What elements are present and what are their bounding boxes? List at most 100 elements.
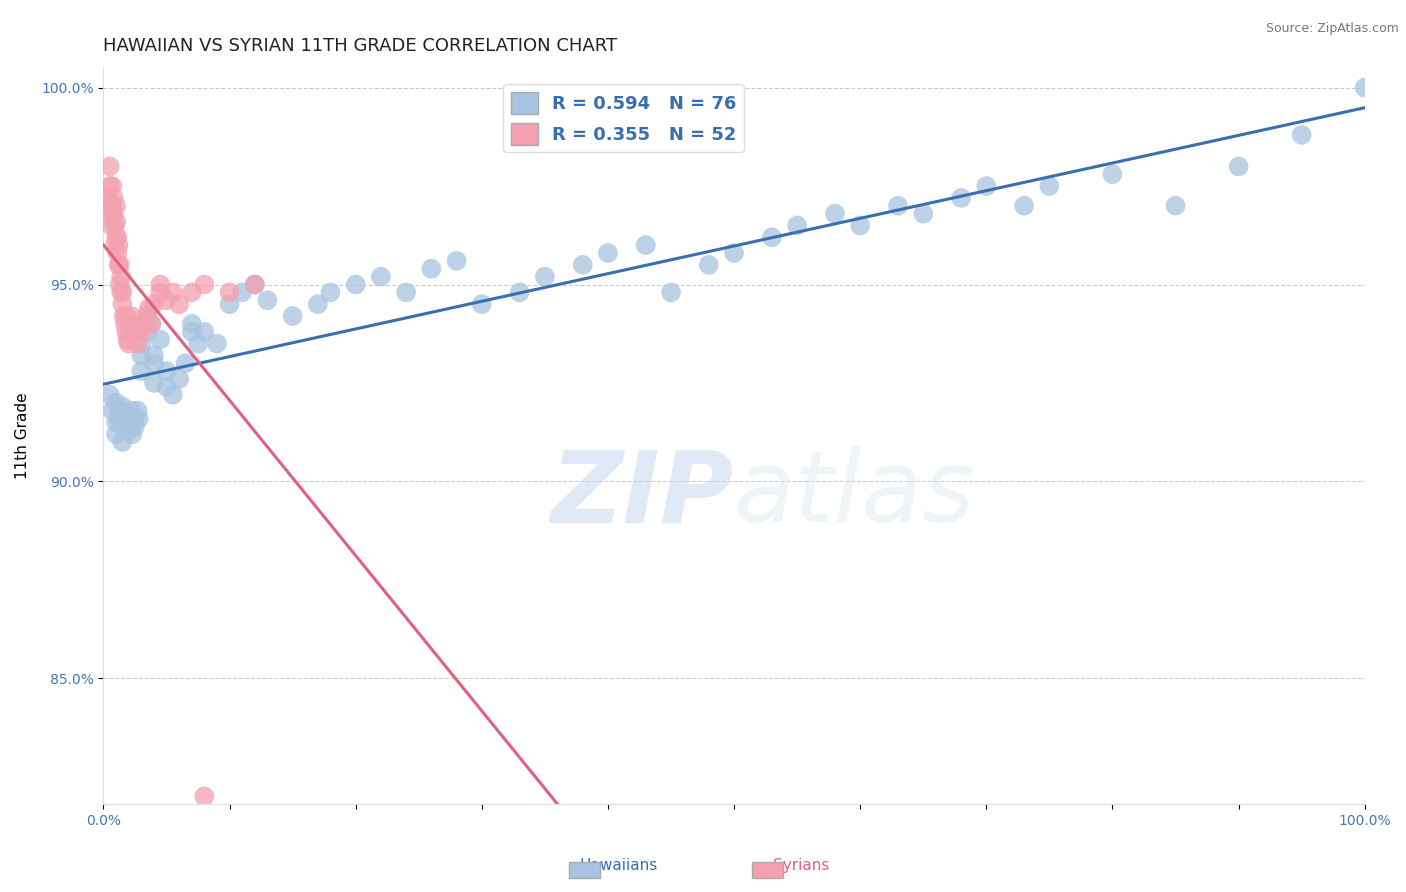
Point <box>118 423 141 437</box>
Point <box>97 191 120 205</box>
Point <box>105 246 128 260</box>
Point <box>243 277 266 292</box>
Point <box>115 411 138 425</box>
Point <box>122 317 145 331</box>
Point <box>124 411 146 425</box>
Point <box>950 191 973 205</box>
Point <box>180 285 202 300</box>
Point <box>534 269 557 284</box>
Point <box>205 336 228 351</box>
Point <box>127 336 149 351</box>
Text: Source: ZipAtlas.com: Source: ZipAtlas.com <box>1265 22 1399 36</box>
Point <box>120 403 142 417</box>
Point <box>100 219 122 233</box>
Point <box>136 309 159 323</box>
Text: atlas: atlas <box>734 447 976 543</box>
Point <box>98 388 121 402</box>
Point <box>129 348 152 362</box>
Point <box>141 317 163 331</box>
Point <box>105 230 128 244</box>
Point <box>887 199 910 213</box>
Point <box>120 325 142 339</box>
Point <box>1291 128 1313 142</box>
Point <box>281 309 304 323</box>
Point <box>110 269 132 284</box>
Point <box>162 285 184 300</box>
Point <box>128 411 150 425</box>
Point <box>142 297 165 311</box>
Point <box>129 336 152 351</box>
Point <box>101 199 124 213</box>
Point <box>135 309 157 323</box>
Point <box>98 160 121 174</box>
Text: Hawaiians: Hawaiians <box>579 858 658 872</box>
Point <box>115 309 138 323</box>
Point <box>256 293 278 308</box>
Point <box>111 285 134 300</box>
Point <box>167 372 190 386</box>
Point <box>697 258 720 272</box>
Point <box>107 411 129 425</box>
Point <box>98 179 121 194</box>
Point <box>446 253 468 268</box>
Point <box>96 207 118 221</box>
Point <box>174 356 197 370</box>
Point <box>231 285 253 300</box>
Point <box>142 376 165 390</box>
Point <box>912 207 935 221</box>
Point <box>1354 80 1376 95</box>
Point <box>110 285 132 300</box>
Point <box>824 207 846 221</box>
Point <box>111 411 134 425</box>
Point <box>117 333 139 347</box>
Point <box>471 297 494 311</box>
Point <box>659 285 682 300</box>
Point <box>370 269 392 284</box>
Point <box>107 238 129 252</box>
Point <box>103 191 125 205</box>
Point <box>976 179 998 194</box>
Point <box>120 309 142 323</box>
Point <box>395 285 418 300</box>
Point <box>101 403 124 417</box>
Point <box>180 317 202 331</box>
Point <box>111 400 134 414</box>
Point <box>142 356 165 370</box>
Point <box>121 427 143 442</box>
Point <box>571 258 593 272</box>
Point <box>111 297 134 311</box>
Point <box>149 333 172 347</box>
Point <box>849 219 872 233</box>
Point <box>115 325 138 339</box>
Point <box>105 230 128 244</box>
Point <box>129 364 152 378</box>
Point <box>105 395 128 409</box>
Point <box>149 285 172 300</box>
Point <box>128 317 150 331</box>
Point <box>118 411 141 425</box>
Point <box>111 435 134 450</box>
Point <box>105 214 128 228</box>
Text: ZIP: ZIP <box>551 447 734 543</box>
Point <box>104 238 127 252</box>
Point <box>761 230 783 244</box>
Point <box>344 277 367 292</box>
Point <box>243 277 266 292</box>
Point <box>723 246 745 260</box>
Point <box>1012 199 1035 213</box>
Point <box>155 364 177 378</box>
Point <box>218 297 240 311</box>
Point <box>155 293 177 308</box>
Point <box>118 336 141 351</box>
Point <box>596 246 619 260</box>
Point <box>1101 167 1123 181</box>
Point <box>108 258 131 272</box>
Point <box>136 325 159 339</box>
Point <box>114 317 136 331</box>
Point <box>307 297 329 311</box>
Point <box>1227 160 1250 174</box>
Point <box>105 427 128 442</box>
Point <box>129 325 152 339</box>
Point <box>112 309 135 323</box>
Point <box>105 415 128 429</box>
